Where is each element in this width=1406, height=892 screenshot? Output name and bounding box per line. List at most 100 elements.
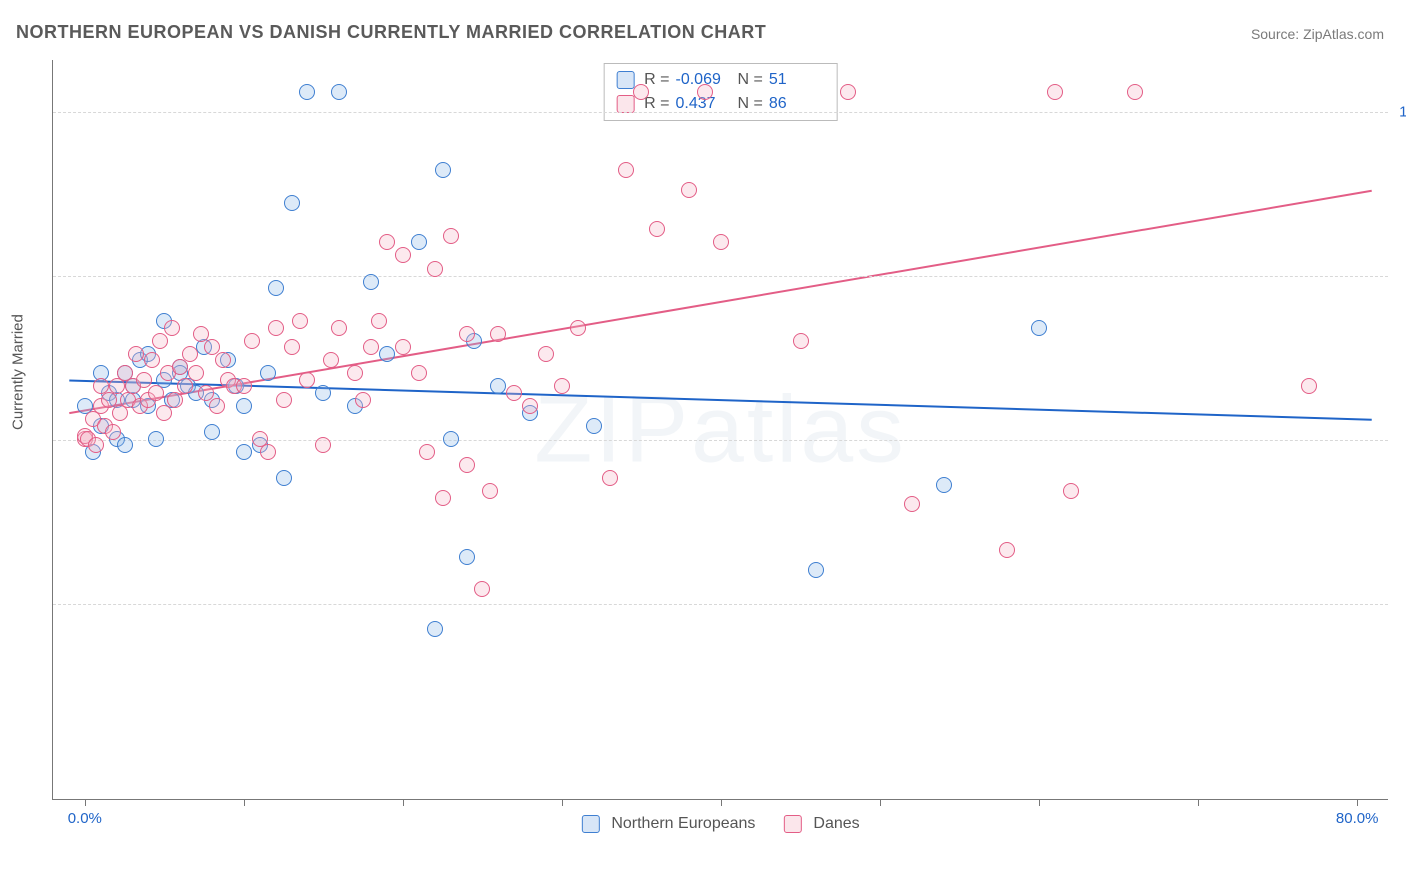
scatter-point-ne [808,562,824,578]
y-tick-label: 50.0% [1394,431,1406,448]
scatter-point-da [435,490,451,506]
legend-swatch-da [783,815,801,833]
scatter-point-da [538,346,554,362]
scatter-point-da [1127,84,1143,100]
scatter-point-ne [363,274,379,290]
scatter-point-da [128,346,144,362]
gridline-horizontal [53,112,1388,113]
scatter-point-da [244,333,260,349]
scatter-point-da [419,444,435,460]
scatter-point-da [395,247,411,263]
scatter-point-da [840,84,856,100]
scatter-point-ne [379,346,395,362]
scatter-point-da [136,372,152,388]
scatter-point-ne [117,437,133,453]
scatter-point-ne [276,470,292,486]
scatter-point-da [182,346,198,362]
scatter-point-da [379,234,395,250]
scatter-point-ne [236,444,252,460]
scatter-point-da [292,313,308,329]
scatter-point-da [554,378,570,394]
scatter-point-da [522,398,538,414]
series-legend: Northern Europeans Danes [581,815,859,833]
scatter-point-da [299,372,315,388]
scatter-point-da [172,359,188,375]
scatter-plot-area: ZIPatlas R =-0.069N =51R =0.437N =86 Nor… [52,60,1388,800]
scatter-point-da [793,333,809,349]
x-tick [1198,799,1199,806]
scatter-point-ne [443,431,459,447]
trendline-ne [69,380,1371,419]
legend-series-label: Northern Europeans [611,815,755,833]
scatter-point-ne [427,621,443,637]
scatter-point-da [459,326,475,342]
x-tick [562,799,563,806]
scatter-point-da [474,581,490,597]
scatter-point-da [148,385,164,401]
scatter-point-da [443,228,459,244]
scatter-point-ne [260,365,276,381]
trendlines-layer [53,60,1388,799]
x-tick [1039,799,1040,806]
scatter-point-da [276,392,292,408]
scatter-point-ne [236,398,252,414]
x-tick [880,799,881,806]
scatter-point-ne [459,549,475,565]
scatter-point-ne [284,195,300,211]
scatter-point-da [156,405,172,421]
scatter-point-ne [315,385,331,401]
scatter-point-ne [586,418,602,434]
legend-series-ne: Northern Europeans [581,815,755,833]
y-tick-label: 25.0% [1394,595,1406,612]
legend-series-label: Danes [813,815,859,833]
y-tick-label: 100.0% [1394,104,1406,121]
scatter-point-da [315,437,331,453]
scatter-point-ne [435,162,451,178]
scatter-point-da [427,261,443,277]
scatter-point-ne [299,84,315,100]
x-tick-label: 80.0% [1336,810,1379,827]
scatter-point-da [209,398,225,414]
scatter-point-da [681,182,697,198]
scatter-point-da [88,437,104,453]
scatter-point-da [411,365,427,381]
scatter-point-da [177,378,193,394]
scatter-point-ne [411,234,427,250]
scatter-point-da [347,365,363,381]
scatter-point-da [371,313,387,329]
scatter-point-da [284,339,300,355]
x-tick [85,799,86,806]
scatter-point-da [904,496,920,512]
scatter-point-da [144,352,160,368]
scatter-point-ne [268,280,284,296]
y-axis-label: Currently Married [10,314,27,430]
scatter-point-da [459,457,475,473]
x-tick [244,799,245,806]
scatter-point-da [395,339,411,355]
scatter-point-da [188,365,204,381]
scatter-point-da [363,339,379,355]
scatter-point-da [506,385,522,401]
scatter-point-da [164,320,180,336]
scatter-point-da [152,333,168,349]
scatter-point-da [999,542,1015,558]
gridline-horizontal [53,604,1388,605]
scatter-point-da [1063,483,1079,499]
scatter-point-da [1301,378,1317,394]
legend-n-value: 51 [769,68,825,92]
scatter-point-da [105,424,121,440]
scatter-point-da [268,320,284,336]
scatter-point-da [570,320,586,336]
chart-title: NORTHERN EUROPEAN VS DANISH CURRENTLY MA… [16,22,766,43]
scatter-point-da [323,352,339,368]
scatter-point-ne [490,378,506,394]
x-tick [403,799,404,806]
scatter-point-da [602,470,618,486]
x-tick [1357,799,1358,806]
scatter-point-da [482,483,498,499]
source-attribution: Source: ZipAtlas.com [1251,26,1384,42]
scatter-point-da [633,84,649,100]
scatter-point-da [167,392,183,408]
scatter-point-ne [204,424,220,440]
scatter-point-da [236,378,252,394]
